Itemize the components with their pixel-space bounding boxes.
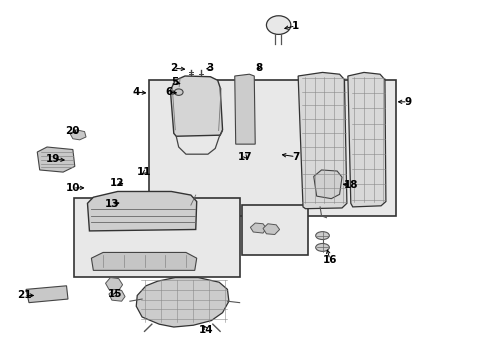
Polygon shape [298,72,346,209]
Text: 20: 20 [65,126,80,135]
Text: 15: 15 [108,289,122,299]
Ellipse shape [315,231,329,239]
Text: 10: 10 [65,183,80,193]
Polygon shape [105,278,122,291]
Polygon shape [250,223,266,233]
Text: 18: 18 [343,180,357,190]
Text: 7: 7 [291,152,299,162]
Text: 21: 21 [17,291,31,301]
Bar [149,80,395,216]
Bar [242,205,307,255]
Polygon shape [313,170,341,199]
Text: 2: 2 [170,63,177,73]
Polygon shape [109,289,125,301]
Ellipse shape [266,16,290,35]
Polygon shape [263,224,279,234]
Polygon shape [170,76,222,136]
Polygon shape [347,72,385,207]
Polygon shape [136,278,228,327]
Text: 3: 3 [206,63,214,73]
Text: 16: 16 [322,255,336,265]
Text: 4: 4 [132,87,140,97]
Text: 8: 8 [255,63,262,73]
Polygon shape [26,286,68,303]
Text: 19: 19 [46,154,61,164]
Polygon shape [87,192,196,231]
Polygon shape [70,130,86,140]
Ellipse shape [174,89,183,95]
Text: 11: 11 [137,167,151,177]
Text: 5: 5 [171,77,179,87]
Text: 9: 9 [404,97,410,107]
Text: 13: 13 [104,199,119,210]
Polygon shape [91,252,196,270]
Text: 1: 1 [291,21,299,31]
Polygon shape [37,147,75,172]
Ellipse shape [315,243,329,251]
Polygon shape [234,74,255,144]
Text: 14: 14 [199,325,213,335]
Text: 17: 17 [238,152,252,162]
Bar [74,198,239,277]
Text: 6: 6 [165,87,172,97]
Text: 12: 12 [109,178,124,188]
